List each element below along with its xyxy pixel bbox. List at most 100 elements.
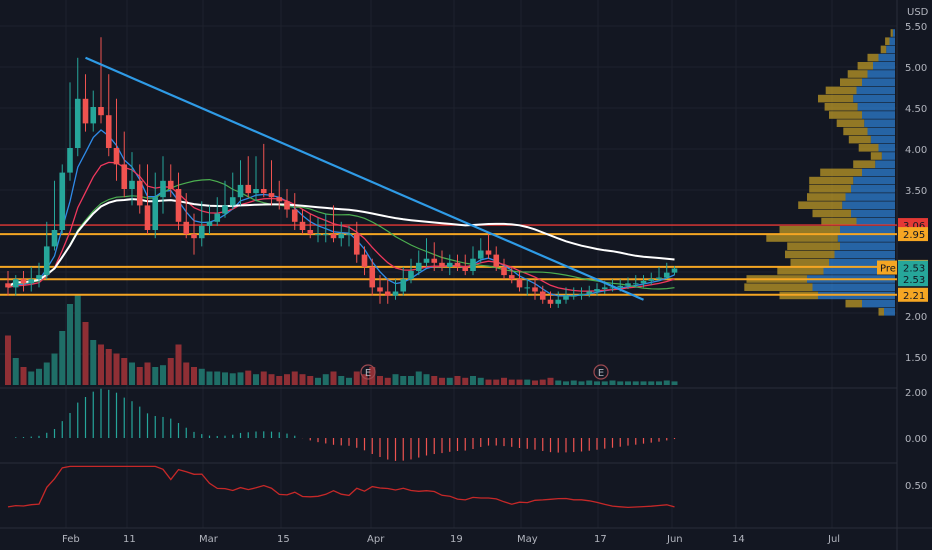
osc1-tick-2-00: 2.00	[905, 388, 927, 399]
volume-profile-down-28	[790, 258, 829, 267]
candle-body-2	[20, 279, 27, 284]
level-tag-bg-5	[898, 287, 928, 302]
osc1-bar-55	[433, 438, 435, 455]
osc1-bar-35	[278, 432, 280, 438]
candle-body-22	[175, 189, 182, 222]
volume-bar-48	[377, 376, 383, 385]
osc1-bar-63	[495, 438, 497, 446]
volume-profile-down-6	[840, 78, 862, 86]
osc1-bar-37	[294, 435, 296, 438]
volume-profile-down-17	[820, 168, 862, 177]
volume-bar-53	[415, 371, 422, 385]
osc1-bar-47	[371, 438, 373, 454]
earnings-marker-1-label: E	[365, 368, 371, 379]
osc1-bar-3	[30, 436, 32, 438]
earnings-marker-1[interactable]	[360, 364, 376, 380]
osc1-bar-7	[61, 421, 63, 438]
earnings-marker-2-label: E	[598, 368, 604, 379]
osc1-bar-85	[666, 438, 668, 441]
level-tag-bg-4	[898, 272, 928, 287]
volume-bar-58	[454, 376, 461, 385]
candle-body-41	[322, 234, 329, 236]
osc1-bar-10	[84, 396, 87, 438]
pre-market-badge: Pre	[880, 264, 896, 275]
candle-body-49	[384, 291, 391, 296]
volume-bar-14	[113, 353, 120, 385]
candle-body-20	[160, 180, 166, 198]
volume-profile-up-7	[856, 86, 895, 95]
volume-profile-up-4	[873, 62, 895, 70]
osc1-bar-11	[92, 391, 94, 438]
candle-body-35	[276, 197, 283, 202]
level-tag-bg-3	[898, 260, 928, 275]
volume-profile-down-24	[779, 226, 840, 234]
volume-bar-17	[136, 367, 143, 385]
time-label-jul: Jul	[827, 534, 840, 545]
osc1-bar-24	[193, 431, 195, 438]
volume-profile-up-21	[842, 201, 895, 209]
candle-body-36	[284, 201, 290, 210]
price-axis[interactable]: USD 5.50 5.00 4.50 4.00 3.50 2.00 1.50	[905, 7, 929, 364]
candle-body-71	[555, 299, 562, 304]
earnings-markers[interactable]: E E	[360, 364, 609, 380]
volume-bar-20	[160, 365, 166, 385]
volume-profile-down-29	[777, 267, 824, 275]
volume-profile-up-33	[862, 299, 895, 308]
candle-body-5	[43, 246, 50, 276]
volume-bar-57	[446, 377, 453, 385]
candle-body-56	[439, 262, 445, 267]
volume-profile-down-3	[867, 53, 879, 62]
osc1-bar-44	[348, 438, 350, 446]
volume-profile-up-25	[837, 234, 895, 242]
time-axis[interactable]: Feb 11 Mar 15 Apr 19 May 17 Jun 14 Jul	[62, 534, 840, 545]
candle-body-44	[346, 234, 352, 236]
osc1-bar-84	[658, 438, 660, 442]
candle-body-68	[532, 287, 538, 292]
pre-market-badge-bg	[877, 260, 897, 275]
candle-body-39	[307, 230, 314, 235]
trend-line-segment[interactable]	[85, 56, 644, 301]
volume-bar-61	[477, 377, 484, 385]
osc1-bar-78	[611, 438, 614, 448]
osc1-bar-22	[177, 423, 180, 438]
candle-body-25	[198, 225, 205, 239]
candle-body-47	[369, 266, 376, 288]
candle-body-18	[144, 205, 151, 230]
candle-body-66	[516, 279, 523, 288]
earnings-marker-2[interactable]	[593, 364, 609, 380]
osc1-bar-75	[588, 438, 590, 451]
volume-bar-75	[586, 380, 593, 385]
candle-body-79	[617, 285, 624, 288]
volume-profile-down-9	[824, 103, 858, 111]
volume-profile-up-11	[864, 119, 895, 127]
candle-body-86	[671, 268, 678, 273]
candle-body-58	[454, 262, 461, 267]
volume-bar-24	[191, 367, 197, 385]
price-tick-4-50: 4.50	[905, 104, 927, 115]
volume-profile-up-14	[878, 144, 895, 152]
candle-body-51	[400, 279, 407, 292]
volume-bar-13	[105, 349, 112, 385]
candle-body-29	[229, 197, 236, 206]
osc1-bar-15	[123, 397, 125, 438]
candle-body-76	[594, 289, 600, 292]
price-tick-5-00: 5.00	[905, 63, 927, 74]
time-label-jun: Jun	[666, 534, 683, 545]
volume-bar-28	[222, 372, 228, 385]
candle-body-54	[423, 258, 430, 263]
trend-line[interactable]	[85, 56, 644, 301]
candle-body-26	[206, 221, 213, 226]
volume-profile-up-17	[862, 168, 895, 177]
osc1-bar-39	[309, 438, 311, 441]
time-label-15: 15	[277, 534, 290, 545]
volume-profile-up-29	[823, 267, 895, 275]
volume-profile-up-31	[812, 283, 895, 291]
volume-profile-up-10	[862, 111, 895, 119]
osc1-bar-73	[573, 438, 575, 453]
osc1-bar-82	[642, 438, 645, 444]
volume-bar-64	[501, 377, 507, 385]
volume-bar-54	[423, 374, 430, 385]
candle-body-53	[415, 262, 422, 271]
